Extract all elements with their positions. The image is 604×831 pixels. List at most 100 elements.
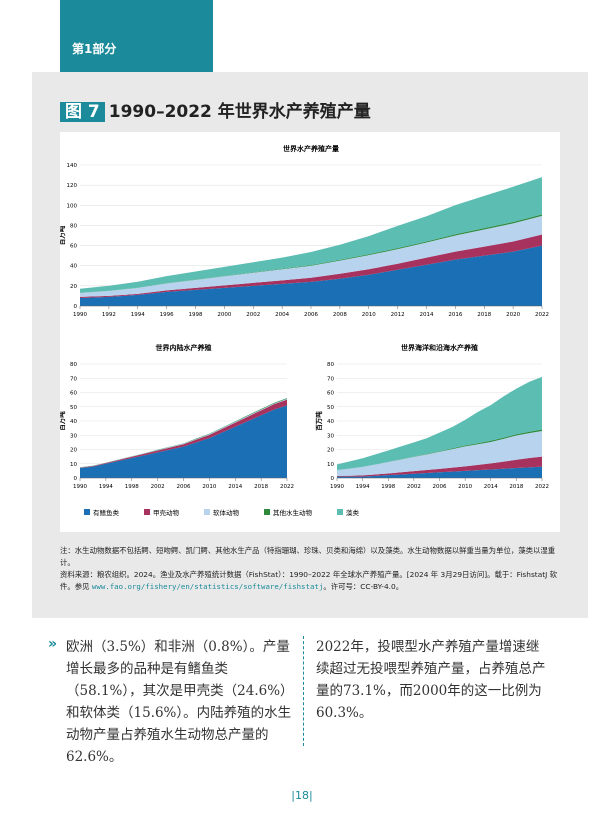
- y-tick-label: 60: [327, 391, 334, 397]
- x-tick-label: 2014: [420, 312, 434, 318]
- column-separator: [303, 636, 304, 746]
- x-tick-label: 2002: [151, 484, 165, 490]
- y-tick-label: 70: [70, 376, 77, 382]
- notes: 注：水生动物数据不包括鳄、短吻鳄、凯门鳄、其他水生产品（特指珊瑚、珍珠、贝类和海…: [60, 545, 565, 593]
- legend-swatch: [84, 509, 90, 515]
- area: [80, 177, 542, 293]
- legend-swatch: [144, 509, 150, 515]
- y-tick-label: 20: [70, 448, 77, 454]
- x-tick-label: 1992: [102, 312, 116, 318]
- x-tick-label: 2020: [506, 312, 520, 318]
- x-tick-label: 2022: [535, 312, 549, 318]
- x-tick-label: 2004: [275, 312, 289, 318]
- legend-swatch: [337, 509, 343, 515]
- y-tick-label: 80: [327, 362, 334, 368]
- body-text: 欧洲（3.5%）和非洲（0.8%）。产量增长最多的品种是有鳍鱼类（58.1%），…: [66, 639, 294, 765]
- area: [80, 405, 287, 478]
- page-number: |18|: [291, 789, 313, 802]
- figure-title: 图 7 1990–2022 年世界水产养殖产量: [60, 97, 371, 122]
- y-tick-label: 0: [74, 304, 78, 310]
- y-tick-label: 60: [70, 244, 77, 250]
- legend-swatch: [264, 509, 270, 515]
- x-tick-label: 2018: [509, 484, 523, 490]
- y-axis-label: 百万吨: [314, 411, 323, 431]
- x-tick-label: 2002: [407, 484, 421, 490]
- paragraph-marker: »: [48, 636, 58, 652]
- y-tick-label: 10: [327, 462, 334, 468]
- y-tick-label: 80: [70, 223, 77, 229]
- x-tick-label: 2002: [246, 312, 260, 318]
- y-tick-label: 20: [70, 284, 77, 290]
- chart-title: 世界内陆水产养殖: [156, 343, 212, 352]
- section-label: 第1部分: [72, 42, 117, 56]
- chart-box: 世界水产养殖产量 百万吨 0 20 40 60 80 100 120 140 1990 1992 199…: [57, 132, 560, 532]
- x-tick-label: 2010: [202, 484, 216, 490]
- x-tick-label: 2006: [177, 484, 191, 490]
- area: [80, 245, 542, 306]
- x-tick-label: 2018: [477, 312, 491, 318]
- chart-title: 世界水产养殖产量: [283, 144, 339, 153]
- y-tick-label: 80: [70, 362, 77, 368]
- y-tick-label: 10: [70, 462, 77, 468]
- x-tick-label: 2014: [484, 484, 498, 490]
- x-tick-label: 1990: [330, 484, 344, 490]
- y-tick-label: 0: [74, 476, 78, 482]
- y-tick-label: 40: [70, 264, 77, 270]
- body-text: 2022年，投喂型水产养殖产量增速继续超过无投喂型养殖产量，占养殖总产量的73.…: [316, 639, 546, 721]
- x-tick-label: 1990: [73, 312, 87, 318]
- area: [337, 456, 542, 477]
- x-tick-label: 2018: [254, 484, 268, 490]
- area: [337, 376, 542, 471]
- y-tick-label: 30: [327, 433, 334, 439]
- legend-label: 甲壳动物: [153, 508, 180, 517]
- figure-heading: 1990–2022 年世界水产养殖产量: [108, 102, 371, 122]
- y-tick-label: 100: [67, 203, 78, 209]
- source-link[interactable]: www.fao.org/fishery/en/statistics/softwa…: [91, 582, 324, 591]
- x-tick-label: 2010: [362, 312, 376, 318]
- source-text: 资料来源：粮农组织。2024。渔业及水产养殖统计数据（FishStat）：199…: [60, 570, 558, 591]
- y-tick-label: 20: [327, 448, 334, 454]
- area: [337, 429, 542, 471]
- y-tick-label: 120: [67, 183, 78, 189]
- x-tick-label: 1994: [99, 484, 113, 490]
- y-tick-label: 0: [331, 476, 335, 482]
- x-tick-label: 2022: [535, 484, 549, 490]
- x-tick-label: 2000: [217, 312, 231, 318]
- x-tick-label: 1996: [160, 312, 174, 318]
- y-tick-label: 50: [70, 405, 77, 411]
- x-tick-label: 2022: [280, 484, 294, 490]
- x-tick-label: 1994: [356, 484, 370, 490]
- x-tick-label: 2012: [391, 312, 405, 318]
- x-tick-label: 1998: [189, 312, 203, 318]
- y-axis-label: 百万吨: [60, 225, 66, 245]
- legend-label: 软体动物: [213, 508, 240, 517]
- y-axis-label: 百万吨: [60, 411, 66, 431]
- legend-label: 藻类: [346, 508, 360, 517]
- note: 注：水生动物数据不包括鳄、短吻鳄、凯门鳄、其他水生产品（特指珊瑚、珍珠、贝类和海…: [60, 546, 556, 567]
- x-tick-label: 2010: [458, 484, 472, 490]
- y-tick-label: 30: [70, 433, 77, 439]
- y-tick-label: 70: [327, 376, 334, 382]
- x-tick-label: 2008: [333, 312, 347, 318]
- x-tick-label: 1990: [73, 484, 87, 490]
- x-tick-label: 2014: [228, 484, 242, 490]
- y-tick-label: 40: [327, 419, 334, 425]
- x-tick-label: 1998: [381, 484, 395, 490]
- source-text: 。许可号：CC-BY-4.0。: [323, 582, 404, 591]
- y-tick-label: 40: [70, 419, 77, 425]
- chart-title: 世界海洋和沿海水产养殖: [401, 343, 478, 352]
- y-tick-label: 60: [70, 391, 77, 397]
- figure-number: 图 7: [60, 102, 105, 122]
- legend-label: 有鳍鱼类: [93, 508, 120, 517]
- y-tick-label: 50: [327, 405, 334, 411]
- x-tick-label: 2006: [304, 312, 318, 318]
- x-tick-label: 2016: [448, 312, 462, 318]
- section-tab: 第1部分: [60, 0, 213, 72]
- area: [337, 430, 542, 476]
- legend-label: 其他水生动物: [273, 508, 313, 517]
- x-tick-label: 1998: [125, 484, 139, 490]
- source: 资料来源：粮农组织。2024。渔业及水产养殖统计数据（FishStat）：199…: [60, 569, 565, 593]
- x-tick-label: 2006: [433, 484, 447, 490]
